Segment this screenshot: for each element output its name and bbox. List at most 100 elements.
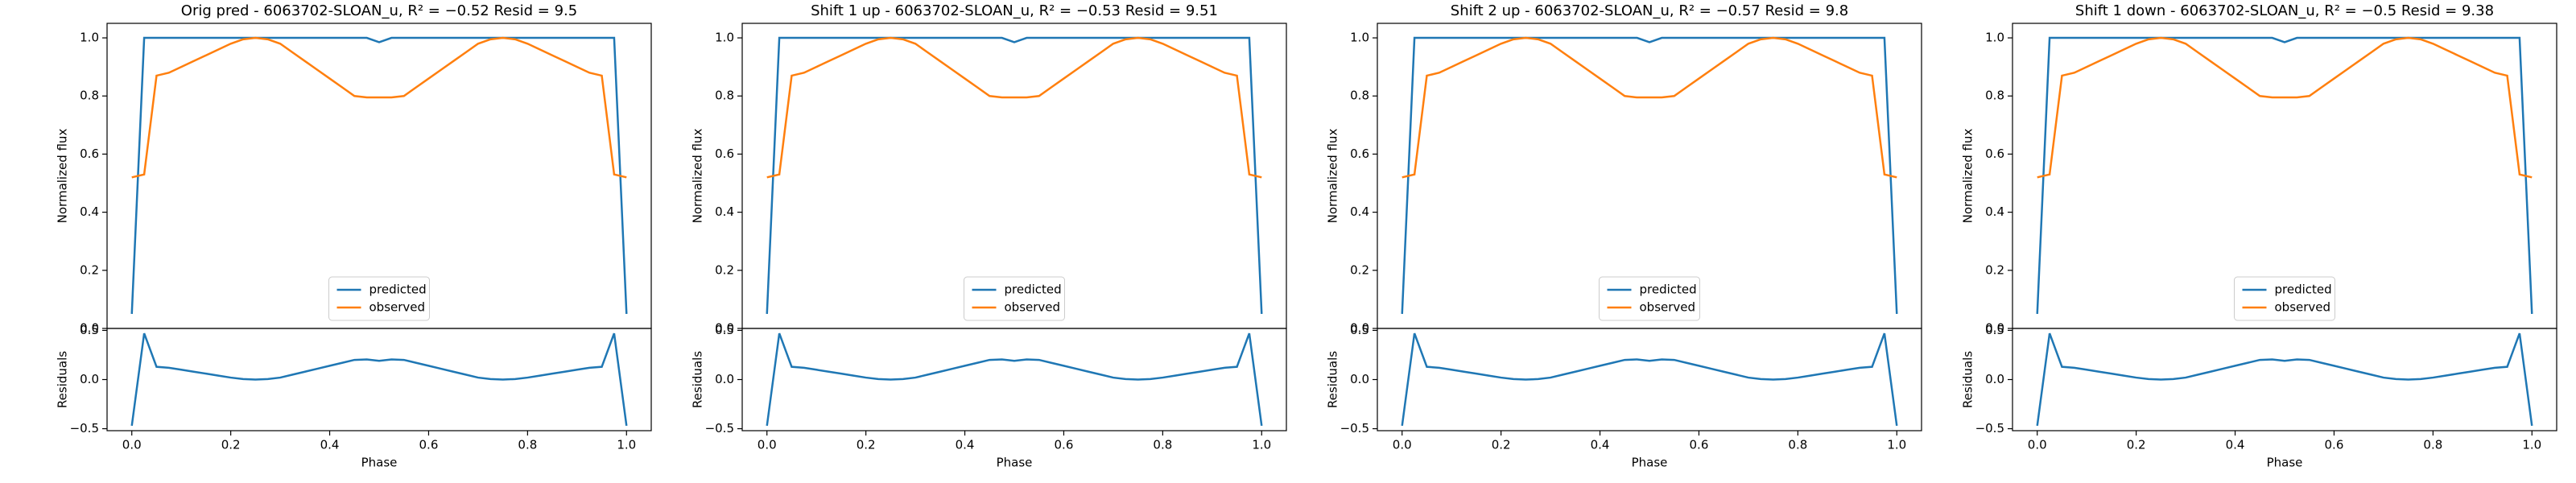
- legend-label: observed: [1640, 300, 1696, 315]
- y-tick-label: 0.2: [1985, 262, 2004, 277]
- y-axis-label: Residuals: [1326, 351, 1340, 408]
- y-tick-label: 0.8: [80, 89, 99, 103]
- x-tick-label: 0.8: [1153, 438, 1172, 452]
- series-line: [766, 36, 1263, 315]
- x-tick-label: 0.8: [518, 438, 537, 452]
- y-axis-label: Normalized flux: [56, 129, 70, 224]
- x-tick-label: 0.2: [1492, 438, 1511, 452]
- y-tick-label: 0.4: [715, 204, 734, 219]
- legend-box: [1599, 276, 1700, 321]
- y-tick-label: −0.5: [70, 421, 99, 436]
- y-tick-label: 1.0: [80, 31, 99, 45]
- legend-box: [328, 276, 430, 321]
- y-axis-label: Residuals: [691, 351, 705, 408]
- y-tick-label: 0.6: [1350, 147, 1369, 161]
- y-tick-label: 0.4: [1350, 204, 1369, 219]
- x-tick-label: 0.6: [419, 438, 439, 452]
- series-line: [1402, 36, 1897, 179]
- series-line: [766, 332, 1263, 427]
- y-tick-label: 0.8: [715, 89, 734, 103]
- chart-title: Shift 1 up - 6063702-SLOAN_u, R² = −0.53…: [811, 2, 1218, 19]
- axes-frame: [741, 328, 1287, 431]
- x-axis-label: Phase: [1632, 456, 1668, 470]
- y-tick-label: 0.0: [80, 372, 99, 386]
- series-line: [130, 332, 628, 427]
- x-tick-label: 0.2: [221, 438, 241, 452]
- x-tick-label: 0.4: [1591, 438, 1610, 452]
- axes-frame: [2012, 328, 2557, 431]
- y-tick-label: 0.0: [80, 321, 99, 336]
- x-tick-label: 1.0: [2522, 438, 2541, 452]
- y-tick-label: 0.0: [715, 321, 734, 336]
- y-tick-label: 1.0: [715, 31, 734, 45]
- y-tick-label: 0.5: [1350, 323, 1369, 337]
- y-tick-label: −0.5: [1340, 421, 1369, 436]
- chart-title: Shift 2 up - 6063702-SLOAN_u, R² = −0.57…: [1451, 2, 1848, 19]
- y-tick-label: 0.6: [80, 147, 99, 161]
- x-tick-label: 0.0: [2028, 438, 2047, 452]
- y-tick-label: 0.0: [1350, 321, 1369, 336]
- y-tick-label: 0.4: [80, 204, 99, 219]
- x-tick-label: 0.6: [2325, 438, 2344, 452]
- y-axis-label: Normalized flux: [691, 129, 705, 224]
- x-tick-label: 0.0: [1393, 438, 1412, 452]
- axes-frame: [1377, 328, 1922, 431]
- y-axis-label: Normalized flux: [1326, 129, 1340, 224]
- y-tick-label: 0.8: [1985, 89, 2004, 103]
- y-tick-label: 0.2: [715, 262, 734, 277]
- legend-label: observed: [1005, 300, 1061, 315]
- y-tick-label: 0.5: [715, 323, 734, 337]
- y-tick-label: 0.8: [1350, 89, 1369, 103]
- y-tick-label: 0.6: [715, 147, 734, 161]
- x-tick-label: 1.0: [1252, 438, 1271, 452]
- y-tick-label: 0.0: [1350, 372, 1369, 386]
- legend-label: predicted: [1640, 283, 1697, 297]
- legend-label: observed: [369, 300, 426, 315]
- series-line: [2036, 332, 2533, 427]
- series-line: [1401, 332, 1898, 427]
- x-tick-label: 1.0: [1887, 438, 1906, 452]
- y-tick-label: 0.5: [80, 323, 99, 337]
- axes-frame: [106, 328, 652, 431]
- y-tick-label: 0.0: [1985, 372, 2004, 386]
- y-tick-label: −0.5: [1975, 421, 2004, 436]
- y-tick-label: 1.0: [1350, 31, 1369, 45]
- y-tick-label: 1.0: [1985, 31, 2004, 45]
- x-tick-label: 0.2: [2127, 438, 2146, 452]
- chart-title: Shift 1 down - 6063702-SLOAN_u, R² = −0.…: [2075, 2, 2494, 19]
- series-line: [2037, 36, 2533, 179]
- y-axis-label: Residuals: [56, 351, 70, 408]
- x-tick-label: 0.6: [1690, 438, 1709, 452]
- x-tick-label: 0.0: [122, 438, 142, 452]
- legend-label: predicted: [1005, 283, 1062, 297]
- x-tick-label: 0.4: [2226, 438, 2245, 452]
- legend-box: [2234, 276, 2335, 321]
- y-tick-label: 0.6: [1985, 147, 2004, 161]
- y-axis-label: Normalized flux: [1961, 129, 1975, 224]
- legend-label: predicted: [2275, 283, 2332, 297]
- x-tick-label: 0.8: [1788, 438, 1807, 452]
- legend-box: [964, 276, 1065, 321]
- x-tick-label: 0.4: [320, 438, 340, 452]
- series-line: [131, 36, 627, 179]
- x-axis-label: Phase: [2267, 456, 2303, 470]
- y-axis-label: Residuals: [1961, 351, 1975, 408]
- x-tick-label: 0.6: [1055, 438, 1074, 452]
- y-tick-label: 0.0: [1985, 321, 2004, 336]
- x-axis-label: Phase: [361, 456, 398, 470]
- x-tick-label: 0.8: [2423, 438, 2442, 452]
- y-tick-label: 0.0: [715, 372, 734, 386]
- y-tick-label: −0.5: [705, 421, 734, 436]
- series-line: [766, 36, 1262, 179]
- x-axis-label: Phase: [997, 456, 1033, 470]
- series-line: [130, 36, 628, 315]
- legend-label: observed: [2275, 300, 2331, 315]
- y-tick-label: 0.4: [1985, 204, 2004, 219]
- y-tick-label: 0.2: [80, 262, 99, 277]
- x-tick-label: 0.0: [758, 438, 777, 452]
- series-line: [1401, 36, 1898, 315]
- x-tick-label: 1.0: [617, 438, 636, 452]
- chart-title: Orig pred - 6063702-SLOAN_u, R² = −0.52 …: [181, 2, 577, 19]
